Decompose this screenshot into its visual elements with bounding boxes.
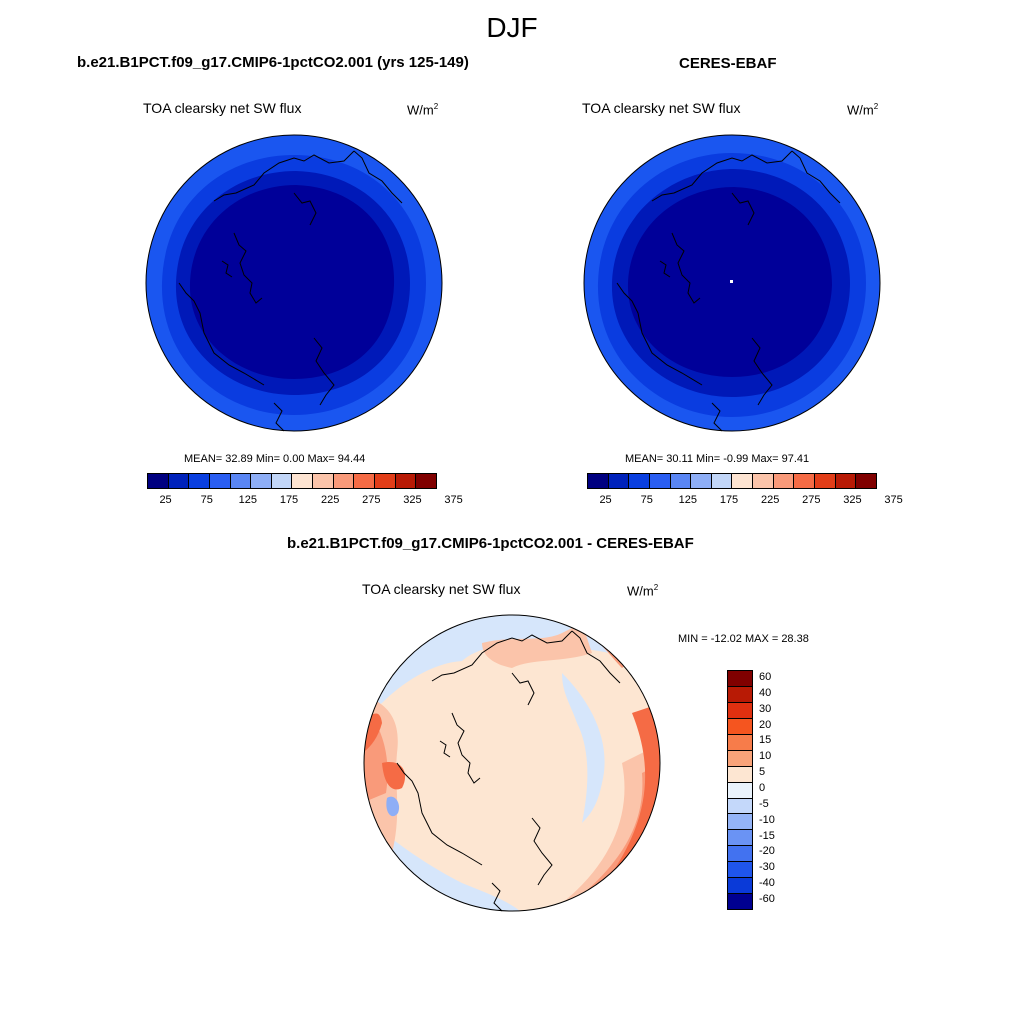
- colorbar-tick-label: -40: [759, 877, 775, 890]
- colorbar-cell: [189, 474, 210, 488]
- obs-case-title: CERES-EBAF: [679, 55, 777, 72]
- diff-variable-label: TOA clearsky net SW flux: [362, 581, 521, 597]
- obs-variable-label: TOA clearsky net SW flux: [582, 100, 741, 116]
- diff-case-title: b.e21.B1PCT.f09_g17.CMIP6-1pctCO2.001 - …: [287, 535, 694, 552]
- colorbar-tick-label: 275: [362, 494, 381, 506]
- colorbar-tick-label: 75: [640, 494, 653, 506]
- colorbar-cell: [815, 474, 836, 488]
- colorbar-cell: [728, 734, 752, 751]
- colorbar-cell: [148, 474, 169, 488]
- colorbar-cell: [691, 474, 712, 488]
- colorbar-tick-label: 375: [884, 494, 903, 506]
- colorbar-cell: [629, 474, 650, 488]
- colorbar-cell: [395, 474, 417, 488]
- colorbar-tick-label: 125: [238, 494, 258, 506]
- colorbar-cell: [375, 474, 396, 488]
- colorbar-cell: [753, 474, 774, 488]
- colorbar-tick-label: 15: [759, 734, 772, 747]
- colorbar-tick-label: 40: [759, 686, 772, 699]
- diff-polar-map: [363, 614, 661, 912]
- colorbar-tick-label: -20: [759, 845, 775, 858]
- colorbar-cell: [230, 474, 252, 488]
- diff-stats: MIN = -12.02 MAX = 28.38: [678, 633, 809, 645]
- colorbar-cell: [728, 718, 752, 735]
- colorbar-cell: [271, 474, 293, 488]
- colorbar-cell: [209, 474, 231, 488]
- colorbar-tick-label: 375: [444, 494, 463, 506]
- colorbar-tick-label: 25: [159, 494, 172, 506]
- colorbar-cell: [728, 782, 752, 799]
- obs-colorbar: [587, 473, 877, 489]
- obs-units: W/m2: [847, 102, 879, 118]
- colorbar-tick-label: 10: [759, 750, 772, 763]
- colorbar-tick-label: 20: [759, 718, 772, 731]
- colorbar-cell: [728, 830, 752, 847]
- colorbar-cell: [728, 814, 752, 831]
- colorbar-tick-label: 125: [678, 494, 698, 506]
- colorbar-cell: [794, 474, 816, 488]
- colorbar-cell: [670, 474, 692, 488]
- colorbar-cell: [251, 474, 272, 488]
- colorbar-tick-label: 0: [759, 782, 766, 794]
- colorbar-cell: [732, 474, 754, 488]
- colorbar-cell: [728, 702, 752, 719]
- colorbar-tick-label: -15: [759, 829, 775, 842]
- colorbar-tick-label: 30: [759, 702, 772, 715]
- colorbar-tick-label: 60: [759, 670, 772, 683]
- colorbar-tick-label: 175: [279, 494, 299, 506]
- colorbar-cell: [333, 474, 355, 488]
- diff-colorbar: [727, 670, 753, 910]
- colorbar-tick-label: 225: [760, 494, 780, 506]
- colorbar-cell: [292, 474, 314, 488]
- colorbar-cell: [728, 671, 752, 687]
- colorbar-tick-label: -30: [759, 861, 775, 874]
- colorbar-cell: [728, 766, 752, 783]
- colorbar-cell: [835, 474, 857, 488]
- colorbar-tick-label: 25: [599, 494, 612, 506]
- figure-title: DJF: [486, 12, 538, 43]
- colorbar-cell: [588, 474, 609, 488]
- colorbar-cell: [773, 474, 795, 488]
- model-variable-label: TOA clearsky net SW flux: [143, 100, 302, 116]
- colorbar-cell: [728, 686, 752, 703]
- colorbar-tick-label: 275: [802, 494, 821, 506]
- colorbar-cell: [313, 474, 334, 488]
- colorbar-cell: [168, 474, 190, 488]
- colorbar-cell: [728, 862, 752, 879]
- model-case-title: b.e21.B1PCT.f09_g17.CMIP6-1pctCO2.001 (y…: [77, 54, 469, 71]
- colorbar-cell: [728, 878, 752, 895]
- model-units: W/m2: [407, 102, 439, 118]
- colorbar-cell: [856, 474, 876, 488]
- colorbar-cell: [728, 798, 752, 815]
- colorbar-tick-label: 225: [320, 494, 340, 506]
- colorbar-tick-label: -60: [759, 893, 775, 906]
- colorbar-tick-label: 5: [759, 766, 766, 779]
- obs-polar-map: [583, 134, 881, 432]
- colorbar-tick-label: 175: [719, 494, 739, 506]
- colorbar-tick-label: 325: [403, 494, 422, 506]
- colorbar-cell: [608, 474, 630, 488]
- colorbar-cell: [354, 474, 376, 488]
- model-stats: MEAN= 32.89 Min= 0.00 Max= 94.44: [184, 453, 366, 465]
- colorbar-cell: [711, 474, 733, 488]
- colorbar-cell: [728, 894, 752, 910]
- colorbar-cell: [728, 750, 752, 767]
- colorbar-cell: [728, 846, 752, 863]
- model-colorbar: [147, 473, 437, 489]
- colorbar-tick-label: -5: [759, 797, 769, 810]
- diff-units: W/m2: [627, 583, 659, 599]
- model-polar-map: [145, 134, 443, 432]
- obs-stats: MEAN= 30.11 Min= -0.99 Max= 97.41: [625, 453, 810, 465]
- colorbar-tick-label: 325: [843, 494, 862, 506]
- colorbar-cell: [416, 474, 436, 488]
- colorbar-tick-label: -10: [759, 813, 775, 826]
- colorbar-cell: [649, 474, 671, 488]
- colorbar-tick-label: 75: [200, 494, 213, 506]
